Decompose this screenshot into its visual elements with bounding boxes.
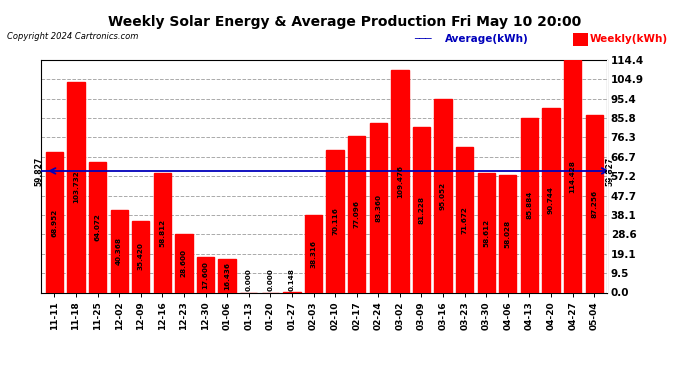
Text: 28.600: 28.600 [181, 249, 187, 278]
Bar [326, 150, 344, 292]
Bar [110, 210, 128, 292]
Text: 59.827: 59.827 [606, 156, 615, 186]
Text: 58.028: 58.028 [505, 219, 511, 248]
Text: 85.884: 85.884 [526, 191, 533, 219]
Bar [175, 234, 193, 292]
Text: Weekly Solar Energy & Average Production Fri May 10 20:00: Weekly Solar Energy & Average Production… [108, 15, 582, 29]
Text: 16.436: 16.436 [224, 262, 230, 290]
Bar [477, 173, 495, 292]
Text: ───: ─── [414, 34, 435, 44]
Text: 0.000: 0.000 [267, 269, 273, 291]
Text: 87.256: 87.256 [591, 190, 598, 218]
Text: 58.812: 58.812 [159, 219, 166, 247]
Text: Average(kWh): Average(kWh) [445, 34, 529, 44]
Text: 0.148: 0.148 [289, 268, 295, 291]
Text: 0.000: 0.000 [246, 269, 252, 291]
Bar [435, 99, 452, 292]
Text: Weekly(kWh): Weekly(kWh) [590, 34, 668, 44]
Bar [305, 214, 322, 292]
Bar [500, 175, 517, 292]
Text: 71.672: 71.672 [462, 206, 468, 234]
Bar [542, 108, 560, 292]
Text: 95.052: 95.052 [440, 182, 446, 210]
Bar [154, 173, 171, 292]
Text: 35.420: 35.420 [138, 243, 144, 270]
Text: 38.316: 38.316 [310, 240, 317, 268]
Text: Copyright 2024 Cartronics.com: Copyright 2024 Cartronics.com [7, 32, 138, 41]
Text: 81.228: 81.228 [418, 196, 424, 224]
Bar [348, 136, 365, 292]
Text: 40.368: 40.368 [116, 237, 122, 266]
Bar [219, 259, 236, 292]
Bar [456, 147, 473, 292]
Bar [68, 82, 85, 292]
Text: 77.096: 77.096 [354, 200, 359, 228]
Text: 59.827: 59.827 [34, 156, 43, 186]
Text: 64.072: 64.072 [95, 213, 101, 242]
Bar [521, 118, 538, 292]
Bar [89, 162, 106, 292]
Bar [391, 70, 408, 292]
Text: 68.952: 68.952 [51, 208, 57, 237]
Text: 58.612: 58.612 [483, 219, 489, 247]
Bar [197, 257, 214, 292]
Text: 83.360: 83.360 [375, 194, 382, 222]
Text: 90.744: 90.744 [548, 186, 554, 214]
Text: 109.476: 109.476 [397, 165, 403, 198]
Text: 114.428: 114.428 [570, 160, 575, 193]
Text: 103.732: 103.732 [73, 171, 79, 204]
Bar [413, 128, 430, 292]
Bar [46, 152, 63, 292]
Bar [564, 60, 581, 292]
Text: 70.116: 70.116 [332, 207, 338, 235]
Text: 17.600: 17.600 [203, 261, 208, 288]
Bar [586, 115, 603, 292]
Bar [132, 220, 149, 292]
Bar [370, 123, 387, 292]
